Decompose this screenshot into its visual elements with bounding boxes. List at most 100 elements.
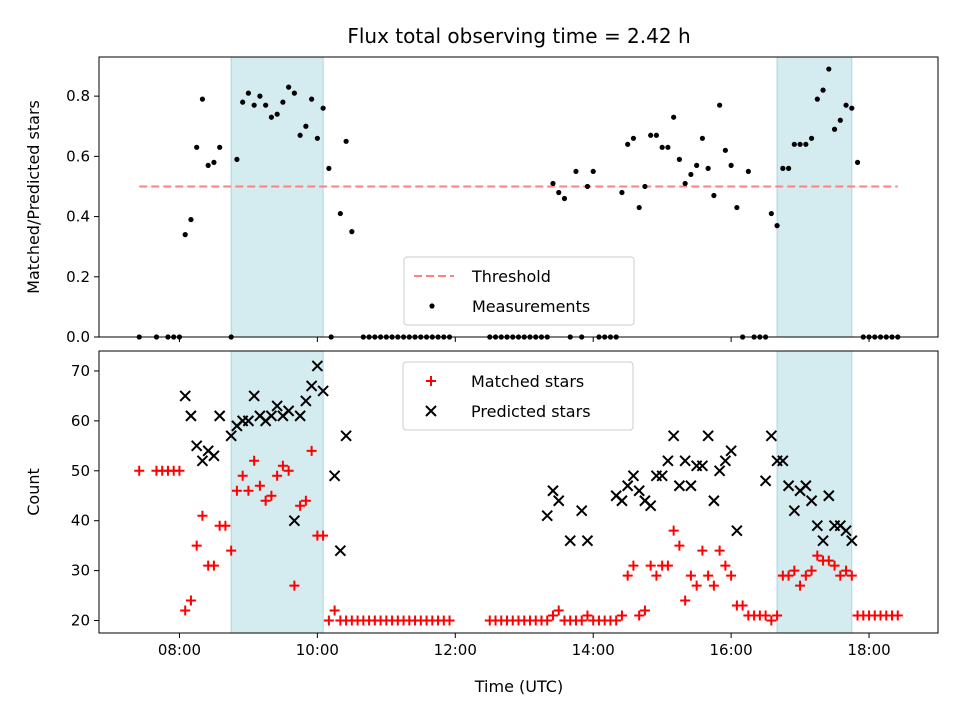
data-point-predicted [759,475,772,487]
legend-box [403,256,635,326]
data-point-measurement [550,180,556,187]
data-point-matched [680,595,691,606]
data-point-measurement [820,87,826,93]
y-axis-label: Count [24,468,43,516]
legend-matched-swatch [426,376,436,386]
data-point-predicted [800,480,812,492]
panel-counts: 20 30 40 50 60 70 08:00 10:00 12:00 14:00 16:00 18:… [24,350,939,659]
data-point-measurement [648,132,654,138]
data-point-measurement [274,111,280,117]
data-point-matched [835,570,846,581]
data-point-matched [444,615,455,626]
data-point-predicted [731,524,743,537]
data-point-measurement [251,102,257,108]
data-point-matched [576,615,587,626]
data-point-predicted [213,410,226,422]
data-point-matched [639,605,650,616]
data-point-predicted [225,430,237,442]
data-point-predicted [305,380,318,392]
data-point-predicted [185,410,197,422]
data-point-matched [260,495,271,506]
data-point-matched [582,610,593,621]
data-point-matched [812,550,823,561]
data-point-predicted [713,465,726,477]
x-tick-label: 10:00 [296,641,339,659]
data-point-measurement [745,168,751,175]
data-point-matched [668,525,679,536]
data-point-matched [266,490,277,501]
data-point-measurement [234,156,240,162]
legend-predicted-swatch [425,405,437,417]
y-tick-label: 0.4 [66,208,90,226]
data-point-matched [185,595,196,606]
legend-label: Measurements [472,297,590,316]
data-point-matched [134,465,145,476]
data-point-measurement [263,102,269,108]
data-point-predicted [662,455,674,467]
data-point-matched [783,570,794,581]
y-tick-label: 0.8 [66,87,90,105]
data-point-predicted [644,500,657,512]
data-point-predicted [208,450,220,462]
data-point-predicted [179,390,191,402]
y-tick-label: 0.6 [66,147,90,165]
data-point-matched [272,470,283,481]
data-point-matched [806,565,817,576]
data-point-matched [283,465,294,476]
data-point-matched [703,570,714,581]
data-point-predicted [196,455,209,467]
data-point-measurement [182,232,188,238]
data-point-predicted [702,430,714,442]
data-point-matched [220,520,231,531]
data-point-measurement [211,159,217,165]
data-point-matched [795,580,806,591]
highlight-band [776,56,853,338]
data-point-matched [691,580,702,591]
data-point-matched [249,455,260,466]
data-point-matched [651,570,662,581]
data-point-predicted [190,440,203,452]
data-point-predicted [823,490,835,502]
data-point-measurement [705,165,711,171]
data-point-matched [547,610,558,621]
data-point-measurement [699,135,705,141]
data-point-measurement [205,162,211,168]
y-tick-label: 40 [71,512,90,530]
y-tick-label: 20 [71,612,90,630]
data-point-matched [662,560,673,571]
data-point-measurement [803,141,809,147]
data-point-matched [300,495,311,506]
data-point-predicted [248,390,260,402]
x-axis-label: Time (UTC) [474,677,563,696]
data-point-predicted [328,470,341,482]
data-point-measurement [659,144,665,150]
data-point-measurement [734,204,740,211]
highlight-band [776,350,853,634]
data-point-measurement [245,90,252,96]
data-point-matched [622,570,633,581]
data-point-matched [800,570,811,581]
data-point-measurement [314,135,320,141]
y-tick-label: 0.2 [66,268,90,286]
data-point-matched [180,605,191,616]
data-point-measurement [831,126,838,132]
data-point-measurement [630,135,637,141]
y-axis-label: Matched/Predicted stars [24,100,43,294]
data-point-matched [829,560,840,571]
data-point-measurement [791,141,797,147]
data-point-predicted [685,480,697,492]
data-point-measurement [199,96,206,102]
x-tick-label: 12:00 [434,641,477,659]
data-point-measurement [814,96,820,102]
legend: Threshold Measurements [403,256,635,326]
highlight-band [230,56,324,338]
data-point-measurement [682,180,688,187]
data-point-matched [685,570,696,581]
data-point-matched [760,610,771,621]
y-tick-label: 30 [71,562,90,580]
legend-measurement-swatch [429,303,435,309]
data-point-matched [289,580,300,591]
data-point-measurement [240,99,246,105]
data-point-predicted [553,495,565,507]
